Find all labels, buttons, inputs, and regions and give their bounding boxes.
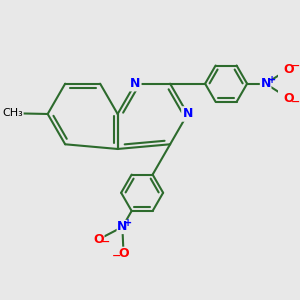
Text: −: − [291,96,300,106]
Text: O: O [118,247,129,260]
Text: CH₃: CH₃ [2,108,23,118]
Text: +: + [268,75,276,85]
Text: N: N [130,77,140,90]
Text: O: O [283,92,294,105]
Text: −: − [101,236,111,246]
Text: N: N [117,220,128,233]
Text: +: + [124,218,133,228]
Text: N: N [182,107,193,121]
Text: −: − [291,61,300,71]
Text: O: O [93,233,104,246]
Text: O: O [283,63,294,76]
Text: N: N [260,77,271,90]
Text: −: − [111,251,121,261]
